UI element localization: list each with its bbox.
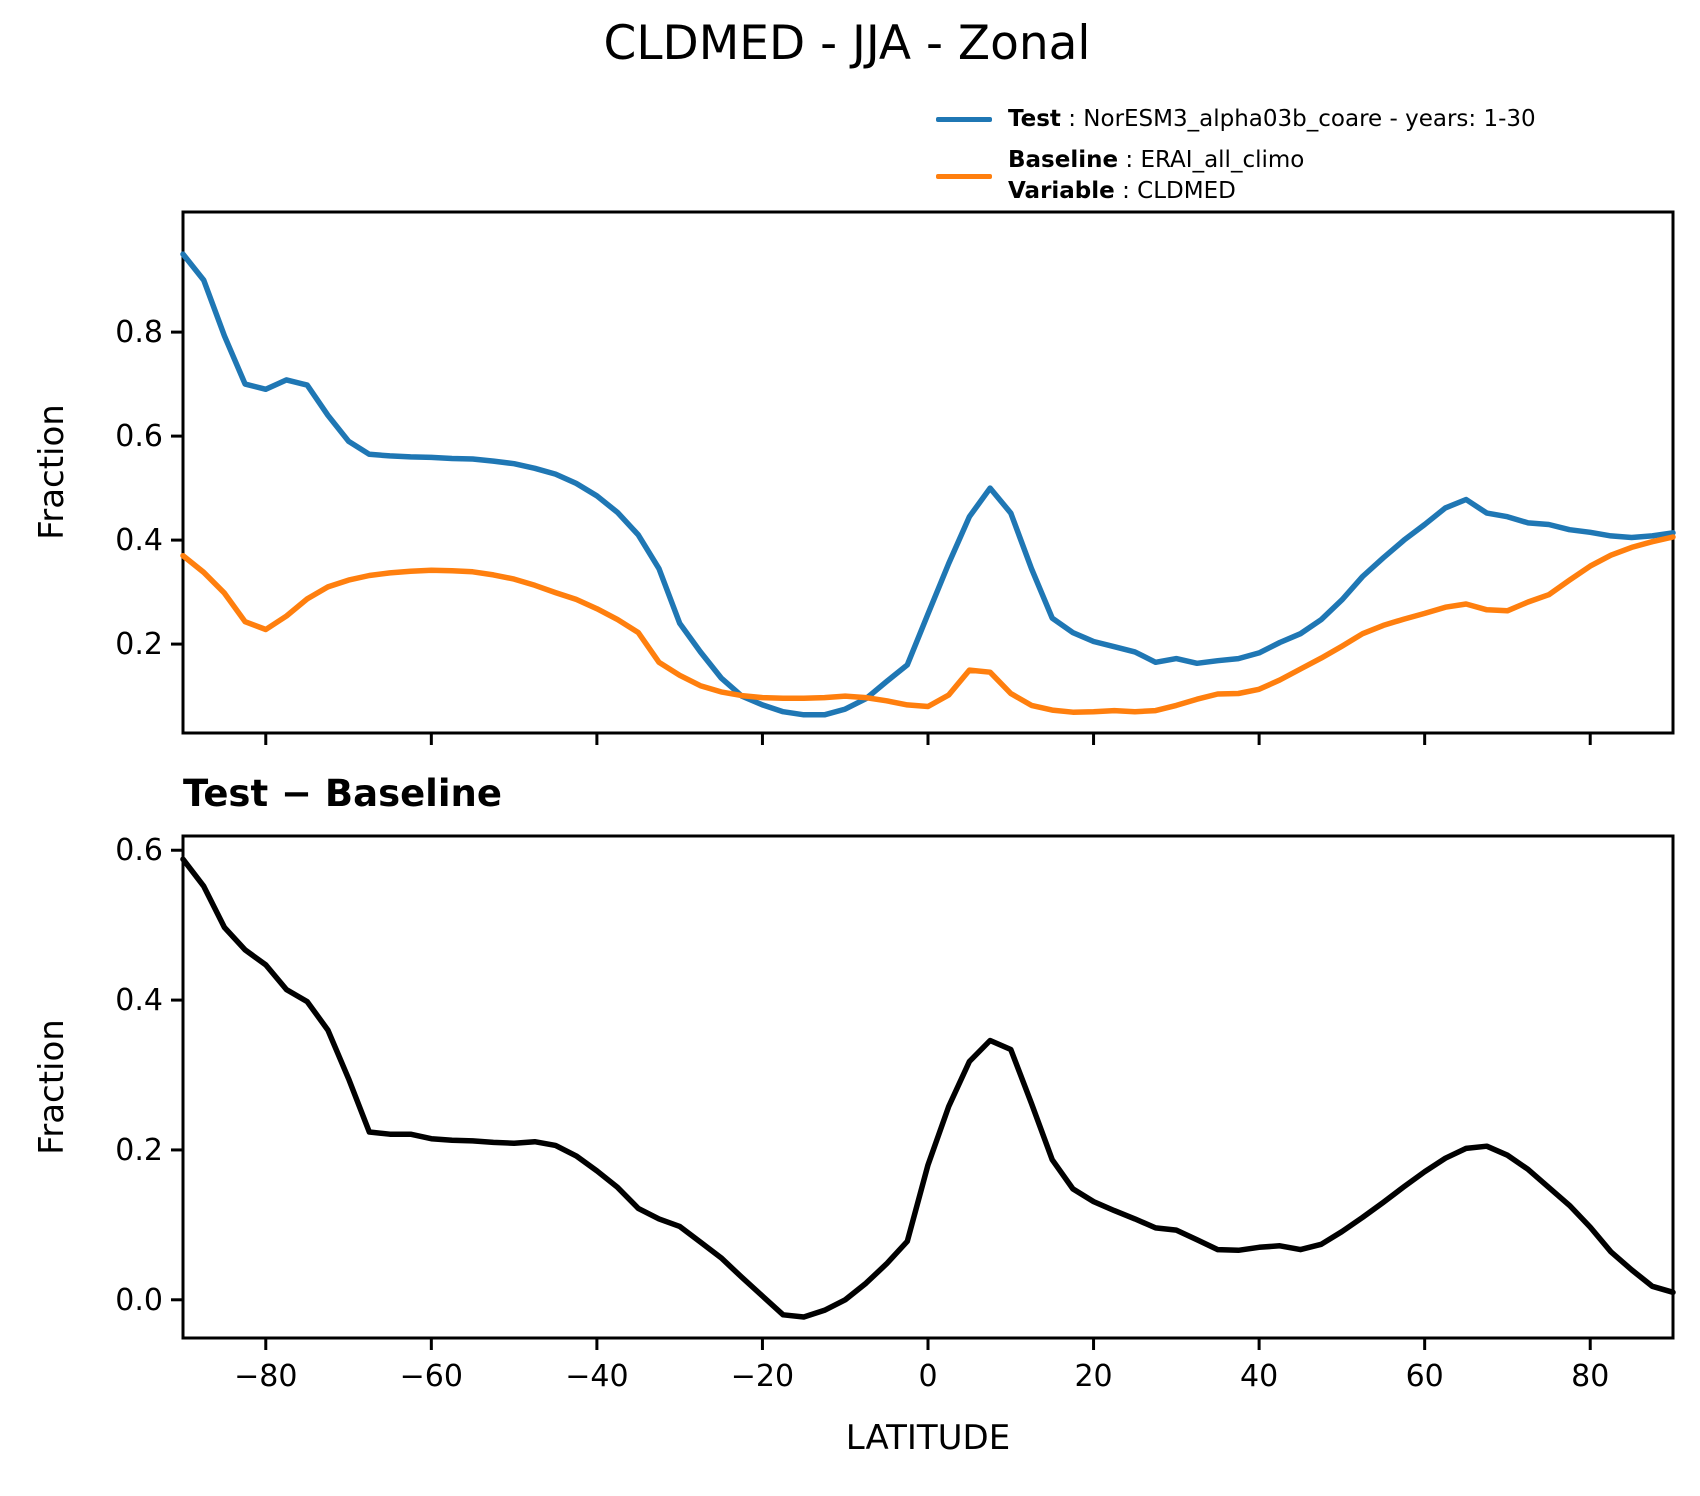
y-tick-label: 0.6 bbox=[115, 419, 163, 454]
legend-item-baseline: Baseline : ERAI_all_climo Variable : CLD… bbox=[936, 145, 1536, 208]
x-tick-label: 60 bbox=[1406, 1359, 1444, 1394]
y-tick-label: 0.4 bbox=[115, 983, 163, 1018]
y-tick-label: 0.2 bbox=[115, 1133, 163, 1168]
legend-baseline-line: Baseline : ERAI_all_climo bbox=[1008, 145, 1304, 177]
baseline-line-swatch bbox=[936, 173, 992, 179]
top-panel-ylabel: Fraction bbox=[32, 404, 72, 540]
x-tick-label: −20 bbox=[731, 1359, 794, 1394]
x-axis-label: LATITUDE bbox=[845, 1418, 1011, 1458]
x-tick-label: −80 bbox=[234, 1359, 297, 1394]
legend-test-value: : NorESM3_alpha03b_coare - years: 1-30 bbox=[1060, 106, 1536, 132]
axes-frame bbox=[181, 210, 1675, 735]
legend-item-test: Test : NorESM3_alpha03b_coare - years: 1… bbox=[936, 104, 1536, 136]
legend-baseline-value: : ERAI_all_climo bbox=[1118, 146, 1305, 173]
legend-variable-label: Variable bbox=[1008, 178, 1115, 205]
series-line-diff bbox=[180, 856, 1676, 1320]
series-line-baseline bbox=[180, 534, 1676, 715]
legend-baseline-text: Baseline : ERAI_all_climo Variable : CLD… bbox=[1008, 145, 1304, 208]
test-line-swatch bbox=[936, 117, 992, 123]
y-tick-label: 0.8 bbox=[115, 315, 163, 350]
legend: Test : NorESM3_alpha03b_coare - years: 1… bbox=[936, 104, 1536, 217]
x-tick-label: −40 bbox=[565, 1359, 628, 1394]
x-tick-label: 40 bbox=[1240, 1359, 1278, 1394]
legend-test-text: Test : NorESM3_alpha03b_coare - years: 1… bbox=[1008, 104, 1536, 136]
y-tick-label: 0.4 bbox=[115, 523, 163, 558]
bottom-panel-ylabel: Fraction bbox=[32, 1019, 72, 1155]
diff-panel-title: Test − Baseline bbox=[183, 772, 502, 815]
y-tick-label: 0.6 bbox=[115, 833, 163, 868]
x-tick-label: 0 bbox=[918, 1359, 937, 1394]
x-tick-label: 80 bbox=[1571, 1359, 1609, 1394]
y-tick-label: 0.0 bbox=[115, 1283, 163, 1318]
y-tick-label: 0.2 bbox=[115, 627, 163, 662]
legend-variable-line: Variable : CLDMED bbox=[1008, 176, 1304, 208]
x-tick-label: −60 bbox=[400, 1359, 463, 1394]
legend-variable-value: : CLDMED bbox=[1114, 178, 1236, 205]
legend-test-label: Test bbox=[1008, 106, 1061, 132]
x-tick-label: 20 bbox=[1074, 1359, 1112, 1394]
series-line-test bbox=[180, 251, 1676, 718]
axes-frame bbox=[181, 834, 1675, 1340]
panel-top: 0.2 0.4 0.6 0.8 bbox=[115, 210, 1676, 745]
chart-title: CLDMED - JJA - Zonal bbox=[603, 16, 1091, 71]
panel-diff: −80 −60 −40 −20 0 20 40 60 80 0.0 0.2 0.4 0.6 bbox=[115, 833, 1676, 1394]
legend-baseline-label: Baseline bbox=[1008, 146, 1119, 173]
